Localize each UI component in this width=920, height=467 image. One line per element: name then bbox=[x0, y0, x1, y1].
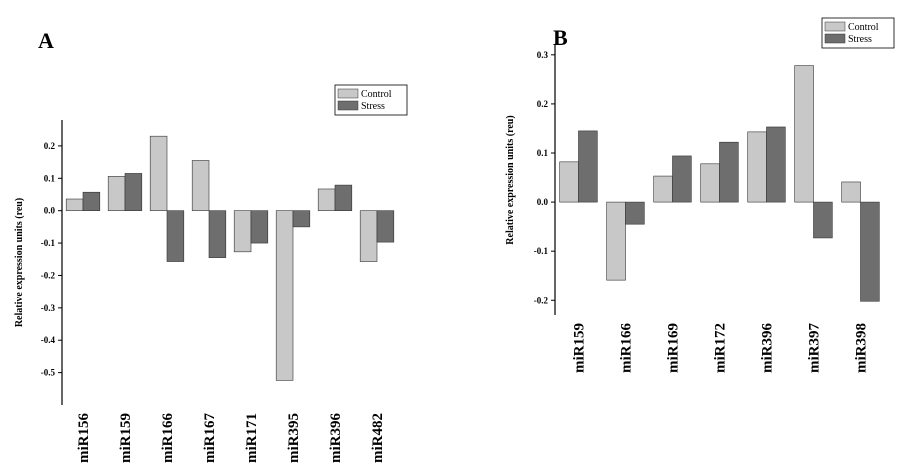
y-tick-label: 0.3 bbox=[537, 50, 549, 60]
x-tick-label: miR159 bbox=[572, 323, 588, 373]
bar bbox=[250, 210, 269, 244]
bar bbox=[191, 160, 210, 211]
y-tick-label: -0.5 bbox=[41, 368, 56, 378]
x-tick-label: miR159 bbox=[118, 413, 134, 463]
bar bbox=[149, 135, 168, 211]
x-tick-label: miR398 bbox=[854, 323, 870, 373]
y-tick-label: -0.2 bbox=[41, 270, 56, 280]
x-tick-label: miR156 bbox=[76, 413, 92, 463]
y-tick-label: 0.2 bbox=[44, 141, 56, 151]
bar bbox=[860, 201, 880, 302]
legend-label: Control bbox=[361, 89, 392, 100]
x-tick-label: miR482 bbox=[370, 413, 386, 463]
bar bbox=[747, 131, 767, 203]
bar bbox=[233, 210, 252, 253]
x-tick-label: miR172 bbox=[713, 323, 729, 373]
bar bbox=[166, 210, 185, 262]
x-tick-label: miR397 bbox=[807, 323, 823, 373]
x-tick-label: miR395 bbox=[286, 413, 302, 463]
legend-swatch bbox=[337, 100, 359, 111]
legend-label: Control bbox=[848, 22, 879, 33]
bar bbox=[672, 155, 692, 203]
bar bbox=[334, 184, 353, 211]
bar bbox=[841, 181, 861, 203]
y-axis-label: Relative expression units (reu) bbox=[14, 198, 25, 327]
bar bbox=[208, 210, 227, 258]
y-tick-label: 0.1 bbox=[537, 148, 549, 158]
bar bbox=[124, 173, 143, 211]
y-tick-label: -0.1 bbox=[41, 238, 56, 248]
bar bbox=[82, 191, 101, 211]
y-tick-label: 0.0 bbox=[537, 197, 549, 207]
bar bbox=[317, 188, 336, 211]
y-tick-label: -0.1 bbox=[534, 246, 549, 256]
bar bbox=[606, 201, 626, 281]
chart-title: A bbox=[38, 28, 54, 53]
bar bbox=[794, 65, 814, 203]
legend-label: Stress bbox=[361, 101, 385, 112]
bar bbox=[700, 163, 720, 203]
x-tick-label: miR169 bbox=[666, 323, 682, 373]
bar bbox=[107, 176, 126, 211]
chart-title: B bbox=[553, 25, 568, 50]
bar bbox=[653, 175, 673, 203]
bar bbox=[719, 141, 739, 203]
y-tick-label: -0.4 bbox=[41, 335, 56, 345]
legend-swatch bbox=[824, 33, 846, 44]
y-tick-label: 0.2 bbox=[537, 99, 549, 109]
legend-swatch bbox=[824, 21, 846, 32]
y-tick-label: 0.1 bbox=[44, 173, 56, 183]
bar bbox=[766, 126, 786, 203]
x-tick-label: miR171 bbox=[244, 413, 260, 463]
bar bbox=[376, 210, 395, 243]
bar bbox=[275, 210, 294, 381]
y-tick-label: -0.2 bbox=[534, 295, 549, 305]
bar bbox=[625, 201, 645, 225]
legend-label: Stress bbox=[848, 34, 872, 45]
y-axis-label: Relative expression units (reu) bbox=[505, 115, 516, 244]
bar bbox=[65, 198, 84, 211]
bar bbox=[578, 130, 598, 203]
y-tick-label: -0.3 bbox=[41, 303, 56, 313]
bar bbox=[359, 210, 378, 262]
bar bbox=[559, 161, 579, 203]
legend-swatch bbox=[337, 88, 359, 99]
x-tick-label: miR166 bbox=[619, 323, 635, 373]
x-tick-label: miR166 bbox=[160, 413, 176, 463]
x-tick-label: miR396 bbox=[760, 323, 776, 373]
bar bbox=[813, 201, 833, 239]
x-tick-label: miR167 bbox=[202, 413, 218, 463]
x-tick-label: miR396 bbox=[328, 413, 344, 463]
bar bbox=[292, 210, 311, 228]
y-tick-label: 0.0 bbox=[44, 206, 56, 216]
